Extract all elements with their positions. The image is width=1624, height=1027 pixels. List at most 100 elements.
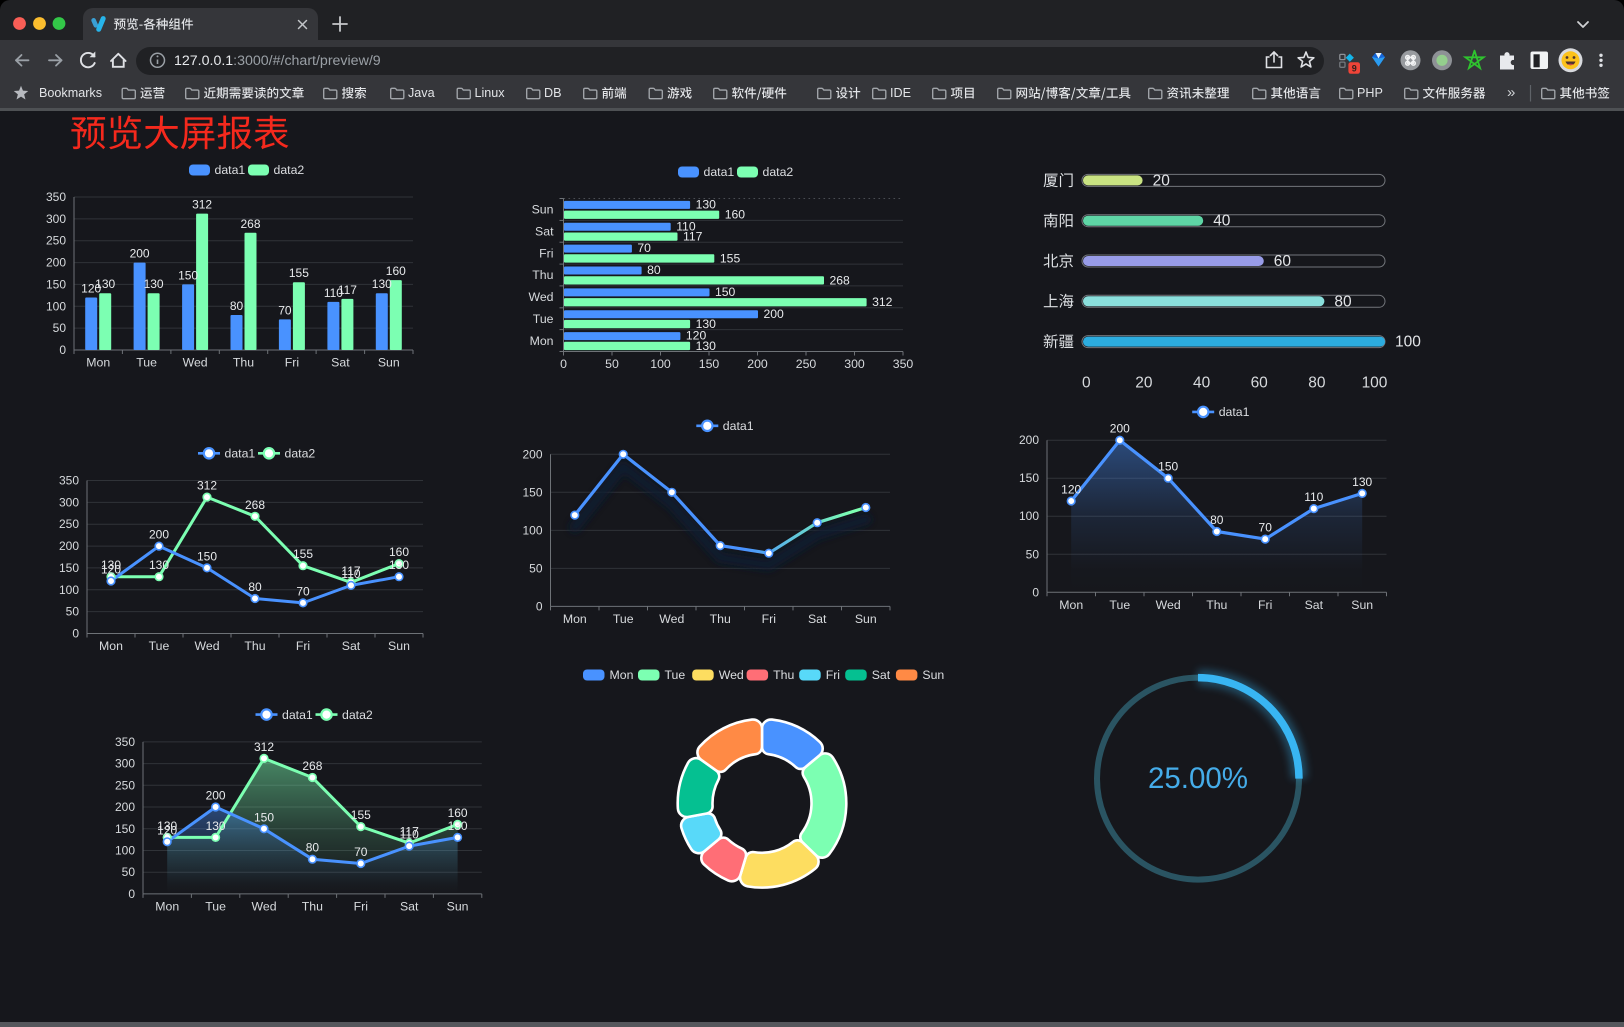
svg-text:110: 110 xyxy=(676,219,696,233)
svg-text:Thu: Thu xyxy=(302,899,323,913)
svg-text:Fri: Fri xyxy=(826,668,840,682)
svg-text:100: 100 xyxy=(46,299,66,313)
svg-text:data2: data2 xyxy=(342,708,373,722)
svg-text:150: 150 xyxy=(1019,471,1039,485)
svg-text:130: 130 xyxy=(149,558,169,572)
svg-text:200: 200 xyxy=(115,800,135,814)
svg-text:data2: data2 xyxy=(763,165,794,179)
svg-text:80: 80 xyxy=(1334,293,1352,310)
svg-text:300: 300 xyxy=(59,495,79,509)
svg-text:130: 130 xyxy=(144,277,164,291)
svg-text:Mon: Mon xyxy=(563,612,587,626)
svg-text:Mon: Mon xyxy=(86,356,110,370)
svg-text:110: 110 xyxy=(324,286,343,300)
svg-text:25.00%: 25.00% xyxy=(1148,762,1248,795)
svg-text:70: 70 xyxy=(278,303,292,317)
svg-text:Sat: Sat xyxy=(1305,598,1324,612)
svg-text:Thu: Thu xyxy=(233,356,254,370)
svg-text:200: 200 xyxy=(206,789,226,803)
svg-text:60: 60 xyxy=(1274,253,1292,270)
svg-text:20: 20 xyxy=(1135,375,1153,392)
svg-text:350: 350 xyxy=(893,357,914,371)
svg-text:20: 20 xyxy=(1153,172,1171,189)
svg-text:Wed: Wed xyxy=(1156,598,1181,612)
svg-text:50: 50 xyxy=(66,605,80,619)
svg-text:250: 250 xyxy=(796,357,817,371)
svg-text:100: 100 xyxy=(650,357,671,371)
svg-text:80: 80 xyxy=(1210,513,1224,527)
svg-text:100: 100 xyxy=(522,523,542,537)
svg-text:50: 50 xyxy=(53,321,67,335)
svg-text:117: 117 xyxy=(683,230,703,244)
svg-text:0: 0 xyxy=(560,357,567,371)
svg-text:70: 70 xyxy=(637,241,651,255)
svg-text:70: 70 xyxy=(354,845,368,859)
svg-text:117: 117 xyxy=(341,564,360,578)
svg-text:350: 350 xyxy=(59,474,79,488)
svg-text:Tue: Tue xyxy=(533,312,554,326)
svg-text:268: 268 xyxy=(302,759,322,773)
svg-text:Tue: Tue xyxy=(613,612,634,626)
svg-text:Wed: Wed xyxy=(528,290,553,304)
svg-text:250: 250 xyxy=(59,517,79,531)
svg-text:110: 110 xyxy=(400,828,419,842)
svg-text:Fri: Fri xyxy=(354,899,368,913)
svg-text:200: 200 xyxy=(747,357,768,371)
svg-text:0: 0 xyxy=(1082,375,1091,392)
svg-text:Wed: Wed xyxy=(719,668,744,682)
svg-text:Fri: Fri xyxy=(296,639,310,653)
svg-text:200: 200 xyxy=(46,256,66,270)
svg-text:130: 130 xyxy=(696,339,717,353)
svg-text:Mon: Mon xyxy=(610,668,634,682)
svg-text:80: 80 xyxy=(306,841,320,855)
svg-text:Sun: Sun xyxy=(378,356,400,370)
svg-text:Sat: Sat xyxy=(808,612,827,626)
svg-text:312: 312 xyxy=(872,295,893,309)
svg-text:data1: data1 xyxy=(1219,405,1250,419)
svg-text:Sat: Sat xyxy=(535,225,554,239)
svg-text:100: 100 xyxy=(1019,509,1039,523)
svg-text:150: 150 xyxy=(715,285,736,299)
svg-text:Wed: Wed xyxy=(659,612,684,626)
svg-text:110: 110 xyxy=(341,567,360,581)
svg-text:130: 130 xyxy=(101,558,121,572)
svg-text:data1: data1 xyxy=(225,447,256,461)
svg-text:150: 150 xyxy=(197,549,217,563)
svg-text:312: 312 xyxy=(192,198,212,212)
svg-text:Thu: Thu xyxy=(710,612,731,626)
svg-text:312: 312 xyxy=(254,740,274,754)
svg-text:0: 0 xyxy=(1032,585,1039,599)
svg-text:Thu: Thu xyxy=(773,668,794,682)
svg-text:200: 200 xyxy=(130,247,150,261)
svg-text:120: 120 xyxy=(1061,483,1081,497)
svg-text:130: 130 xyxy=(157,819,177,833)
svg-text:350: 350 xyxy=(46,190,66,204)
svg-text:Tue: Tue xyxy=(665,668,686,682)
svg-text:Mon: Mon xyxy=(99,639,123,653)
svg-text:Wed: Wed xyxy=(251,899,276,913)
svg-text:9: 9 xyxy=(1352,64,1357,74)
svg-text:Fri: Fri xyxy=(1258,598,1272,612)
svg-text:117: 117 xyxy=(400,825,419,839)
svg-text:Wed: Wed xyxy=(194,639,219,653)
svg-text:Fri: Fri xyxy=(539,246,553,260)
svg-text:150: 150 xyxy=(254,810,274,824)
svg-text:150: 150 xyxy=(699,357,720,371)
svg-text:Sat: Sat xyxy=(342,639,361,653)
svg-text:312: 312 xyxy=(197,479,217,493)
svg-text:155: 155 xyxy=(289,266,309,280)
svg-text:150: 150 xyxy=(522,485,542,499)
svg-text:Sun: Sun xyxy=(922,668,944,682)
svg-text:155: 155 xyxy=(720,251,741,265)
svg-text:160: 160 xyxy=(386,264,406,278)
svg-text:Sun: Sun xyxy=(447,899,469,913)
svg-text:0: 0 xyxy=(59,343,66,357)
svg-text:130: 130 xyxy=(372,277,392,291)
svg-text:50: 50 xyxy=(1026,547,1040,561)
svg-text:70: 70 xyxy=(296,584,310,598)
svg-text:130: 130 xyxy=(95,277,115,291)
svg-text:100: 100 xyxy=(115,844,135,858)
svg-text:data1: data1 xyxy=(704,165,735,179)
svg-text:Thu: Thu xyxy=(532,268,553,282)
svg-text:160: 160 xyxy=(389,545,409,559)
